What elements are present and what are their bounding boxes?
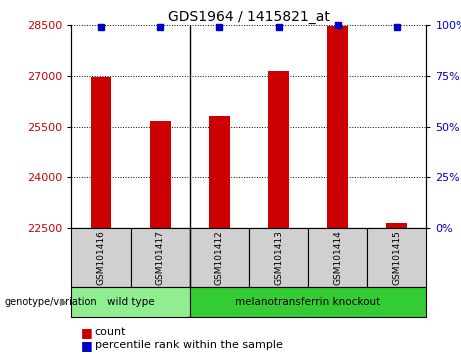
Bar <box>130 228 190 287</box>
Text: ▶: ▶ <box>60 297 67 307</box>
Text: GSM101415: GSM101415 <box>392 230 402 285</box>
Text: count: count <box>95 327 126 337</box>
Bar <box>386 223 407 228</box>
Text: GSM101412: GSM101412 <box>215 230 224 285</box>
Bar <box>190 228 249 287</box>
Title: GDS1964 / 1415821_at: GDS1964 / 1415821_at <box>168 10 330 24</box>
Bar <box>308 228 367 287</box>
Text: GSM101414: GSM101414 <box>333 230 342 285</box>
Bar <box>249 228 308 287</box>
Text: GSM101413: GSM101413 <box>274 230 283 285</box>
Bar <box>190 287 426 317</box>
Text: GSM101416: GSM101416 <box>96 230 106 285</box>
Text: percentile rank within the sample: percentile rank within the sample <box>95 340 283 350</box>
Text: melanotransferrin knockout: melanotransferrin knockout <box>236 297 381 307</box>
Bar <box>268 70 289 228</box>
Bar <box>71 287 190 317</box>
Text: genotype/variation: genotype/variation <box>5 297 97 307</box>
Text: GSM101417: GSM101417 <box>156 230 165 285</box>
Text: wild type: wild type <box>107 297 154 307</box>
Bar <box>367 228 426 287</box>
Text: ■: ■ <box>81 326 92 338</box>
Text: ■: ■ <box>81 339 92 352</box>
Bar <box>209 116 230 228</box>
Bar <box>150 121 171 228</box>
Bar <box>71 228 130 287</box>
Bar <box>327 27 348 228</box>
Bar <box>91 78 112 228</box>
